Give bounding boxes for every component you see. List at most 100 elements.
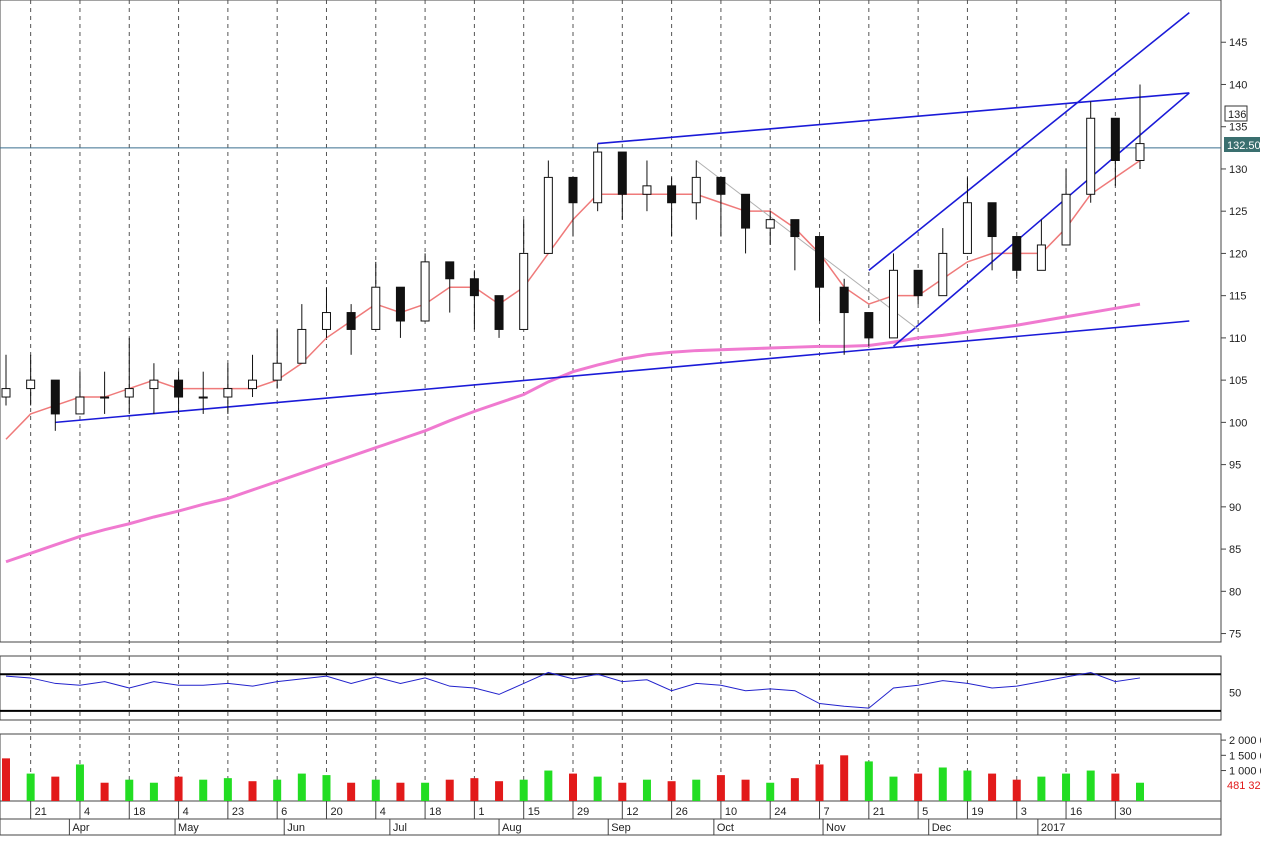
candle — [26, 354, 36, 406]
volume-bar — [322, 775, 331, 801]
volume-bar — [938, 767, 947, 801]
volume-bar — [347, 782, 356, 801]
volume-bar — [889, 776, 898, 801]
volume-bar — [519, 779, 528, 801]
candle — [371, 261, 381, 330]
volume-bar — [1086, 770, 1095, 801]
candle — [445, 261, 455, 313]
x-tick-label: 4 — [380, 806, 386, 818]
volume-bar — [790, 778, 799, 801]
month-label: May — [178, 822, 199, 834]
volume-bar — [421, 782, 430, 801]
candle — [420, 253, 430, 322]
candle — [248, 354, 258, 398]
volume-bar — [199, 779, 208, 801]
oscillator-y-tick-label: 50 — [1229, 688, 1241, 700]
price-y-tick-label: 105 — [1229, 375, 1247, 387]
volume-bar — [495, 781, 504, 801]
x-tick-label: 19 — [971, 806, 983, 818]
month-label: Apr — [72, 822, 89, 834]
volume-bar — [840, 755, 849, 801]
volume-bar — [864, 761, 873, 801]
candle — [272, 329, 282, 389]
x-tick-label: 6 — [281, 806, 287, 818]
candle — [987, 202, 997, 271]
candle — [568, 176, 578, 237]
candle — [297, 304, 307, 364]
price-y-tick-label: 95 — [1229, 460, 1241, 472]
volume-bar — [26, 773, 35, 801]
x-tick-label: 24 — [774, 806, 786, 818]
candle — [124, 337, 134, 414]
volume-bar — [223, 778, 232, 801]
price-y-tick-label: 120 — [1229, 248, 1247, 260]
candle — [864, 312, 874, 347]
volume-bar — [1111, 773, 1120, 801]
current-price-tag: 136 — [1224, 105, 1248, 122]
x-tick-label: 1 — [478, 806, 484, 818]
volume-bar — [75, 764, 84, 801]
candle — [790, 219, 800, 271]
candle — [716, 176, 726, 237]
volume-bar — [988, 773, 997, 801]
candle — [75, 371, 85, 415]
volume-bar — [766, 782, 775, 801]
axes: 21 4 18 4 23 6 20 4 18 1 15 29 12 26 10 24 7 21 5 19 3 16 30Ap… — [30, 37, 1261, 835]
volume-bar — [716, 775, 725, 801]
x-tick-label: 4 — [183, 806, 189, 818]
candle — [469, 270, 479, 330]
price-y-tick-label: 115 — [1229, 291, 1247, 303]
candle — [1012, 236, 1022, 279]
volume-bar — [51, 776, 60, 801]
candle — [100, 371, 110, 414]
volume-y-tick-label: 2 000 000 — [1229, 735, 1261, 747]
price-y-tick-label: 80 — [1229, 586, 1241, 598]
x-tick-label: 18 — [133, 806, 145, 818]
oscillator-line — [5, 671, 1141, 709]
volume-bar — [1037, 776, 1046, 801]
price-y-tick-label: 130 — [1229, 164, 1247, 176]
current-price-tag-text: 136 — [1228, 109, 1246, 121]
volume-bar — [1136, 782, 1144, 801]
candle — [938, 228, 948, 297]
volume-bar — [248, 781, 257, 801]
oscillator-panel-frame — [0, 655, 1222, 721]
volume-bar — [396, 782, 405, 801]
volume-bar — [741, 779, 750, 801]
current-volume-tag-text: 481 32 — [1227, 780, 1261, 792]
volume-bar — [2, 758, 10, 801]
volume-bar — [667, 781, 676, 801]
candle — [519, 219, 529, 330]
candle — [888, 253, 898, 339]
volume-bar — [371, 779, 380, 801]
month-label: Aug — [502, 822, 522, 834]
volume-bar — [174, 776, 183, 801]
month-label: Sep — [611, 822, 631, 834]
volume-bar — [125, 779, 134, 801]
price-y-tick-label: 85 — [1229, 544, 1241, 556]
x-tick-label: 15 — [528, 806, 540, 818]
candle — [593, 143, 603, 212]
price-y-tick-label: 145 — [1229, 37, 1247, 49]
volume-bar — [692, 779, 701, 801]
x-tick-label: 16 — [1070, 806, 1082, 818]
candle — [50, 379, 60, 431]
price-y-tick-label: 100 — [1229, 417, 1247, 429]
candle — [223, 363, 233, 414]
price-panel — [0, 12, 1221, 564]
horizontal-level-tag-text: 132.50 — [1227, 140, 1261, 152]
volume-bar — [100, 782, 109, 801]
price-y-tick-label: 75 — [1229, 629, 1241, 641]
month-label: Jul — [393, 822, 407, 834]
candle — [691, 160, 701, 220]
current-volume-tag: 481 32 — [1227, 780, 1261, 792]
x-tick-label: 21 — [873, 806, 885, 818]
candle — [321, 287, 331, 338]
candle — [1, 354, 11, 406]
x-tick-label: 10 — [725, 806, 737, 818]
volume-bar — [273, 779, 282, 801]
volume-bar — [642, 779, 651, 801]
candle — [815, 236, 825, 321]
volume-bar — [470, 778, 479, 801]
x-tick-label: 23 — [232, 806, 244, 818]
